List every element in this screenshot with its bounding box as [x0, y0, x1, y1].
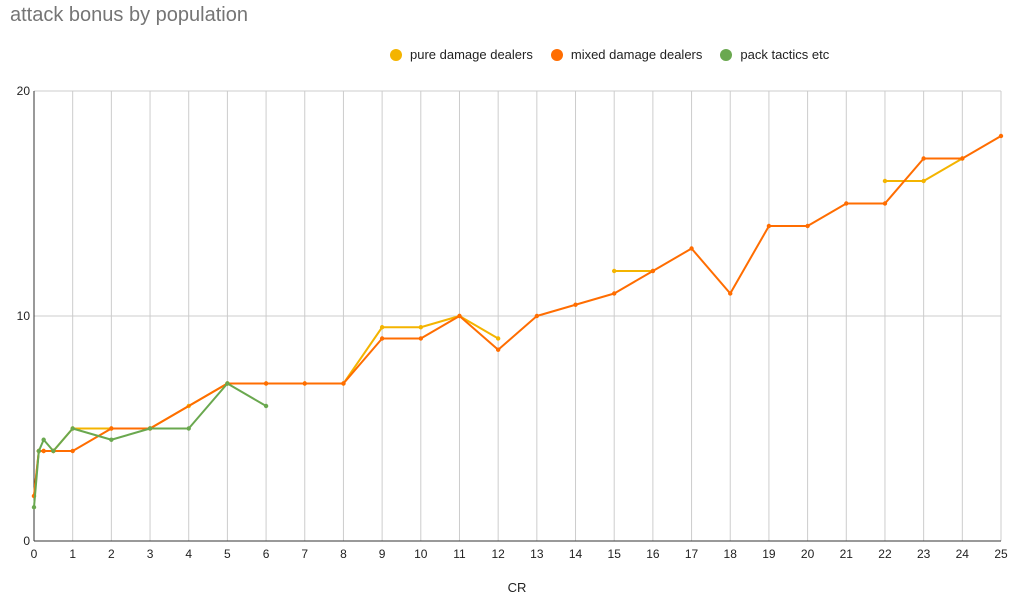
x-tick-label: 14 [569, 547, 583, 561]
legend-item-pure[interactable]: pure damage dealers [390, 47, 533, 62]
x-tick-label: 13 [530, 547, 544, 561]
data-point[interactable] [766, 223, 772, 229]
data-point[interactable] [805, 223, 810, 229]
x-tick-label: 7 [301, 547, 308, 561]
data-point[interactable] [844, 201, 849, 206]
x-tick-label: 18 [724, 547, 738, 561]
data-point[interactable] [109, 426, 114, 431]
data-point[interactable] [341, 381, 346, 386]
y-tick-label: 20 [17, 84, 31, 98]
x-tick-label: 5 [224, 547, 231, 561]
legend-label-pure: pure damage dealers [410, 47, 533, 62]
x-tick-label: 16 [646, 547, 660, 561]
data-point[interactable] [418, 325, 423, 330]
x-tick-label: 10 [414, 547, 428, 561]
data-point[interactable] [650, 268, 656, 274]
data-point[interactable] [379, 325, 385, 330]
legend-label-mixed: mixed damage dealers [570, 47, 703, 62]
data-point[interactable] [998, 133, 1004, 139]
data-point[interactable] [573, 302, 578, 307]
x-tick-label: 2 [108, 547, 115, 561]
data-point[interactable] [495, 336, 501, 341]
legend-item-pack[interactable]: pack tactics etc [720, 47, 829, 62]
x-tick-label: 21 [840, 547, 854, 561]
data-point[interactable] [302, 381, 307, 386]
data-point[interactable] [225, 381, 230, 386]
x-tick-label: 9 [379, 547, 386, 561]
legend-swatch-pack [720, 48, 733, 61]
series-layer [31, 133, 1004, 510]
data-point[interactable] [186, 426, 191, 431]
data-point[interactable] [51, 448, 56, 454]
x-tick-label: 12 [491, 547, 505, 561]
x-tick-label: 23 [917, 547, 931, 561]
data-point[interactable] [147, 426, 153, 431]
legend-swatch-pure [390, 48, 402, 61]
series-2 [31, 381, 269, 510]
data-point[interactable] [263, 403, 269, 409]
legend-item-mixed[interactable]: mixed damage dealers [550, 47, 703, 62]
data-point[interactable] [41, 437, 46, 442]
x-axis-label: CR [508, 580, 527, 595]
data-point[interactable] [921, 178, 926, 184]
data-point[interactable] [728, 291, 733, 296]
x-tick-label: 1 [69, 547, 76, 561]
legend-swatch-mixed [550, 48, 563, 61]
gridlines [34, 90, 1002, 541]
data-point[interactable] [70, 426, 75, 431]
data-point[interactable] [41, 448, 46, 454]
data-point[interactable] [418, 336, 423, 341]
legend: pure damage dealers mixed damage dealers… [390, 47, 829, 62]
data-point[interactable] [534, 313, 540, 319]
data-point[interactable] [495, 347, 501, 352]
axes [33, 91, 1001, 542]
data-point[interactable] [612, 268, 617, 274]
x-tick-label: 8 [340, 547, 347, 561]
x-tick-label: 17 [685, 547, 699, 561]
x-tick-label: 20 [801, 547, 815, 561]
y-tick-label: 0 [23, 534, 30, 548]
x-tick-label: 24 [956, 547, 970, 561]
tick-labels: 0 1 2 3 4 5 6 7 8 9 10 11 12 13 14 15 16 17 18 19 20 21 22 23 24… [17, 84, 1008, 561]
x-tick-label: 25 [994, 547, 1008, 561]
data-point[interactable] [36, 448, 42, 454]
data-point[interactable] [109, 437, 114, 442]
data-point[interactable] [882, 178, 888, 184]
x-tick-label: 3 [147, 547, 154, 561]
data-point[interactable] [457, 313, 462, 319]
data-point[interactable] [882, 201, 888, 206]
data-point[interactable] [921, 156, 926, 161]
chart-title: attack bonus by population [10, 4, 248, 26]
data-point[interactable] [379, 336, 385, 341]
x-tick-label: 0 [31, 547, 38, 561]
data-point[interactable] [689, 246, 694, 251]
x-tick-label: 6 [263, 547, 270, 561]
x-tick-label: 22 [878, 547, 892, 561]
data-point[interactable] [263, 381, 269, 386]
series-line [33, 382, 267, 508]
x-tick-label: 15 [608, 547, 622, 561]
x-tick-label: 19 [762, 547, 776, 561]
series-line [33, 135, 1002, 497]
x-tick-label: 11 [453, 547, 466, 561]
data-point[interactable] [960, 156, 965, 161]
legend-label-pack: pack tactics etc [740, 47, 830, 62]
data-point[interactable] [31, 505, 37, 510]
data-point[interactable] [70, 448, 75, 454]
x-tick-label: 4 [185, 547, 192, 561]
data-point[interactable] [612, 291, 617, 296]
y-tick-label: 10 [17, 309, 31, 323]
series-1 [31, 133, 1004, 499]
